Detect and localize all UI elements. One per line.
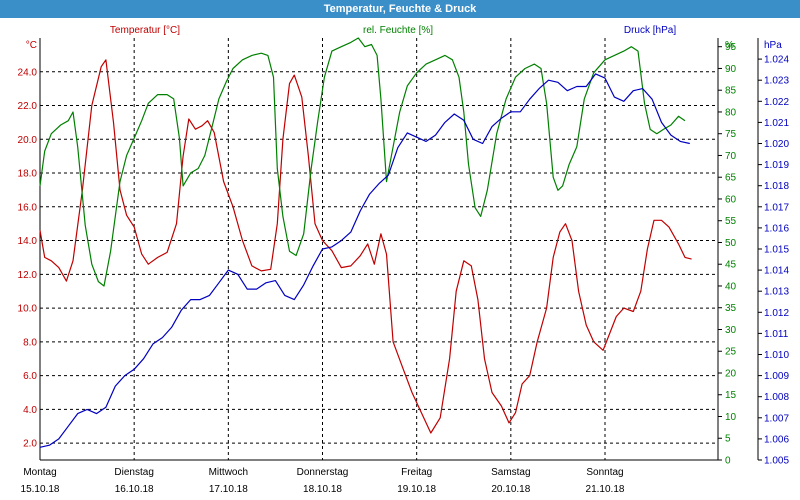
- grid-lines: [40, 38, 718, 460]
- temperature-tick-label: 12.0: [18, 270, 38, 281]
- pressure-tick-label: 1.024: [764, 55, 789, 66]
- x-tick-date: 17.10.18: [209, 484, 248, 495]
- temperature-tick-label: 18.0: [18, 169, 38, 180]
- x-tick-day: Sonntag: [586, 467, 623, 478]
- humidity-tick-label: 95: [725, 42, 737, 53]
- pressure-tick-label: 1.018: [764, 181, 789, 192]
- humidity-tick-label: 50: [725, 238, 737, 249]
- humidity-tick-label: 30: [725, 325, 737, 336]
- pressure-tick-label: 1.005: [764, 456, 789, 467]
- temperature-tick-label: 2.0: [23, 439, 37, 450]
- pressure-tick-label: 1.006: [764, 434, 789, 445]
- temperature-series-line: [39, 59, 692, 434]
- pressure-tick-label: 1.020: [764, 139, 789, 150]
- pressure-tick-label: 1.014: [764, 266, 789, 277]
- pressure-unit-label: hPa: [764, 40, 782, 51]
- pressure-tick-label: 1.023: [764, 76, 789, 87]
- humidity-tick-label: 10: [725, 412, 737, 423]
- x-tick-date: 18.10.18: [303, 484, 342, 495]
- humidity-tick-label: 60: [725, 194, 737, 205]
- x-tick-day: Donnerstag: [297, 467, 349, 478]
- pressure-tick-label: 1.010: [764, 350, 789, 361]
- pressure-tick-label: 1.021: [764, 118, 789, 129]
- pressure-tick-label: 1.016: [764, 223, 789, 234]
- series-layer: [39, 37, 692, 448]
- x-tick-date: 21.10.18: [586, 484, 625, 495]
- pressure-tick-label: 1.009: [764, 371, 789, 382]
- temperature-tick-label: 10.0: [18, 304, 38, 315]
- humidity-tick-label: 20: [725, 368, 737, 379]
- x-tick-date: 15.10.18: [21, 484, 60, 495]
- humidity-tick-label: 55: [725, 216, 737, 227]
- humidity-axis: 0 5 10 15 20 25 30 35 40 45 50 55 60 65 70 75 80 85 90 95: [718, 42, 737, 467]
- humidity-tick-label: 40: [725, 281, 737, 292]
- temperature-tick-label: 4.0: [23, 405, 37, 416]
- x-tick-day: Dienstag: [114, 467, 153, 478]
- x-tick-day: Mittwoch: [209, 467, 248, 478]
- x-tick-date: 16.10.18: [115, 484, 154, 495]
- axis-lines: [39, 38, 759, 461]
- temperature-tick-label: 16.0: [18, 202, 38, 213]
- pressure-series-line: [39, 73, 690, 448]
- x-tick-day: Freitag: [401, 467, 432, 478]
- pressure-tick-label: 1.007: [764, 413, 789, 424]
- pressure-tick-label: 1.013: [764, 287, 789, 298]
- pressure-tick-label: 1.022: [764, 97, 789, 108]
- humidity-tick-label: 80: [725, 107, 737, 118]
- humidity-unit-label: %: [725, 40, 734, 51]
- x-tick-date: 20.10.18: [491, 484, 530, 495]
- temperature-tick-label: 20.0: [18, 135, 38, 146]
- humidity-tick-label: 5: [725, 434, 731, 445]
- temperature-unit-label: °C: [26, 40, 37, 51]
- humidity-tick-label: 65: [725, 173, 737, 184]
- humidity-tick-label: 75: [725, 129, 737, 140]
- humidity-tick-label: 45: [725, 260, 737, 271]
- axis-titles: °C Temperatur [°C] rel. Feuchte [%] Druck […: [26, 25, 782, 51]
- x-tick-date: 19.10.18: [397, 484, 436, 495]
- pressure-tick-label: 1.011: [764, 329, 789, 340]
- pressure-axis-title: Druck [hPa]: [624, 25, 676, 36]
- temperature-axis-title: Temperatur [°C]: [110, 25, 180, 36]
- pressure-tick-label: 1.012: [764, 308, 789, 319]
- temperature-tick-label: 24.0: [18, 67, 38, 78]
- humidity-tick-label: 90: [725, 64, 737, 75]
- pressure-tick-label: 1.019: [764, 160, 789, 171]
- x-tick-day: Montag: [23, 467, 56, 478]
- humidity-axis-title: rel. Feuchte [%]: [363, 25, 433, 36]
- temperature-axis: 2.0 4.0 6.0 8.0 10.0 12.0 14.0 16.0 18.0 20.0 22.0…: [18, 67, 38, 449]
- pressure-tick-label: 1.008: [764, 392, 789, 403]
- temperature-tick-label: 8.0: [23, 337, 37, 348]
- temperature-tick-label: 14.0: [18, 236, 38, 247]
- pressure-tick-label: 1.015: [764, 245, 789, 256]
- humidity-tick-label: 0: [725, 456, 731, 467]
- humidity-tick-label: 25: [725, 347, 737, 358]
- humidity-series-line: [39, 37, 686, 287]
- pressure-tick-label: 1.017: [764, 202, 789, 213]
- x-tick-day: Samstag: [491, 467, 530, 478]
- temperature-tick-label: 6.0: [23, 371, 37, 382]
- window-title: Temperatur, Feuchte & Druck: [0, 0, 800, 18]
- pressure-axis: 1.005 1.006 1.007 1.008 1.009 1.010 1.011 1.012…: [758, 55, 789, 467]
- humidity-tick-label: 85: [725, 86, 737, 97]
- humidity-tick-label: 15: [725, 390, 737, 401]
- humidity-tick-label: 35: [725, 303, 737, 314]
- x-axis: Montag 15.10.18 Dienstag 16.10.18 Mittwoch 17…: [21, 467, 625, 495]
- temperature-tick-label: 22.0: [18, 101, 38, 112]
- humidity-tick-label: 70: [725, 151, 737, 162]
